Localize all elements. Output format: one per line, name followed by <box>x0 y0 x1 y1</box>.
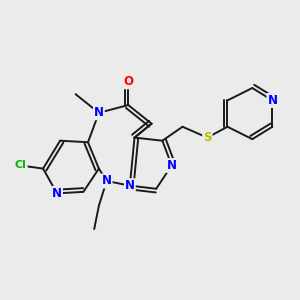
Text: N: N <box>94 106 104 119</box>
Text: N: N <box>52 187 62 200</box>
Text: N: N <box>125 179 135 192</box>
Text: Cl: Cl <box>15 160 27 170</box>
Text: S: S <box>203 131 212 144</box>
Text: N: N <box>102 175 112 188</box>
Text: N: N <box>167 159 177 172</box>
Text: N: N <box>267 94 278 107</box>
Text: O: O <box>123 75 133 88</box>
